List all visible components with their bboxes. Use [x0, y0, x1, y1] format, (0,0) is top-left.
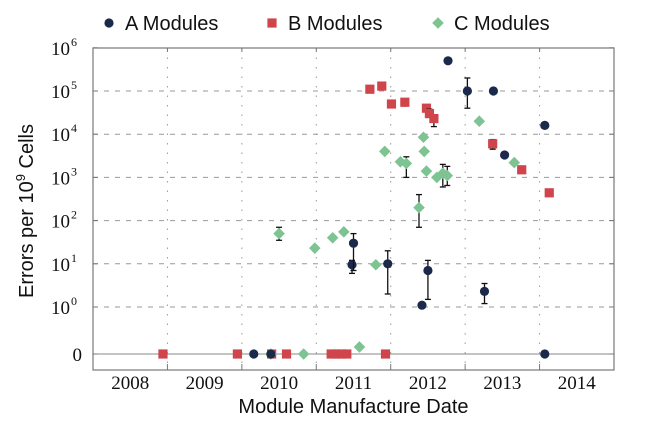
- data-point: [417, 131, 430, 144]
- data-point: [308, 242, 321, 254]
- axis-ticks: [93, 47, 614, 370]
- x-axis-label: Module Manufacture Date: [238, 396, 468, 418]
- x-tick-label: 2010: [260, 373, 298, 394]
- data-point: [431, 171, 443, 184]
- y-tick-label: 10: [51, 255, 70, 276]
- x-tick-label: 2008: [111, 373, 149, 394]
- y-tick-label: 10: [51, 298, 70, 319]
- data-point: [421, 103, 432, 113]
- legend-item-b-modules: B Modules: [267, 13, 383, 35]
- data-point: [378, 145, 391, 158]
- legend-item-a-modules: A Modules: [104, 13, 218, 35]
- legend-marker-square: [267, 18, 277, 28]
- x-tick-label: 2012: [409, 373, 447, 394]
- series-b-modules: [158, 81, 554, 359]
- data-point: [400, 97, 410, 107]
- data-point: [383, 259, 393, 269]
- x-tick-label: 2013: [483, 373, 521, 394]
- data-point: [479, 286, 490, 296]
- data-point: [232, 349, 242, 359]
- data-point: [377, 81, 387, 91]
- data-point: [462, 86, 472, 96]
- data-point: [326, 349, 336, 359]
- data-point: [437, 167, 449, 180]
- data-point: [417, 300, 427, 310]
- data-point: [413, 201, 425, 214]
- data-point: [517, 165, 527, 175]
- y-axis-label-base: Errors per 10: [16, 181, 38, 298]
- data-point: [342, 349, 352, 359]
- legend-label: A Modules: [125, 13, 218, 35]
- y-tick-label-exponent: 6: [71, 35, 77, 49]
- y-tick-label: 0: [73, 345, 83, 366]
- data-marks: [158, 56, 554, 360]
- x-tick-labels: 2008 2009 2010 2011 2012 2013 2014: [111, 373, 596, 394]
- legend-item-c-modules: C Modules: [432, 13, 550, 35]
- data-point: [499, 150, 510, 160]
- data-point: [429, 113, 439, 124]
- y-tick-label-exponent: 1: [71, 251, 77, 265]
- data-point: [443, 56, 453, 66]
- data-point: [326, 231, 339, 244]
- y-tick-label: 10: [51, 82, 70, 103]
- data-point: [540, 120, 550, 130]
- data-point: [394, 155, 407, 168]
- y-axis-label-exp: 9: [13, 174, 28, 181]
- data-point: [347, 260, 357, 270]
- legend-marker-circle: [104, 18, 114, 28]
- y-tick-label: 10: [51, 125, 70, 146]
- data-point: [370, 258, 382, 271]
- data-point: [338, 226, 350, 238]
- data-point: [473, 115, 486, 127]
- grid: [93, 48, 614, 370]
- data-point: [297, 348, 310, 360]
- data-point: [380, 349, 391, 359]
- data-point: [353, 341, 366, 353]
- y-tick-label-exponent: 0: [71, 294, 77, 308]
- data-point: [544, 188, 554, 198]
- x-tick-label: 2014: [558, 373, 597, 394]
- y-tick-label-exponent: 5: [71, 78, 77, 92]
- data-point: [423, 265, 433, 276]
- y-tick-label: 10: [51, 212, 70, 233]
- y-axis-label: Errors per 109 Cells: [13, 124, 38, 298]
- data-point: [424, 108, 435, 119]
- legend-label: B Modules: [288, 13, 383, 35]
- x-tick-label: 2009: [186, 373, 224, 394]
- y-tick-label: 10: [51, 168, 70, 189]
- data-point: [418, 145, 431, 158]
- y-tick-label-exponent: 2: [71, 208, 77, 222]
- legend-marker-diamond: [432, 17, 444, 29]
- data-point: [365, 84, 375, 94]
- data-point: [249, 349, 259, 359]
- data-point: [266, 349, 276, 359]
- series-a-modules: [249, 56, 550, 359]
- series-c-modules: [265, 115, 521, 360]
- data-point: [158, 349, 168, 359]
- x-tick-label: 2011: [335, 373, 372, 394]
- y-tick-label-exponent: 3: [71, 164, 77, 178]
- data-point: [488, 139, 498, 149]
- data-point: [331, 349, 341, 359]
- data-point: [540, 349, 550, 359]
- data-point: [400, 157, 413, 170]
- data-point: [441, 169, 454, 182]
- data-point: [508, 156, 521, 169]
- legend-label: C Modules: [454, 13, 550, 35]
- legend: A Modules B Modules C Modules: [104, 13, 550, 35]
- data-point: [348, 238, 359, 248]
- plot-frame: [92, 47, 615, 371]
- data-point: [273, 227, 285, 240]
- y-tick-label-exponent: 4: [71, 121, 77, 135]
- data-point: [386, 99, 397, 109]
- data-point: [420, 165, 433, 177]
- data-point: [488, 86, 499, 96]
- data-point: [336, 349, 347, 359]
- y-axis-label-rest: Cells: [16, 124, 38, 174]
- y-tick-label: 10: [51, 39, 70, 60]
- data-point: [281, 349, 292, 359]
